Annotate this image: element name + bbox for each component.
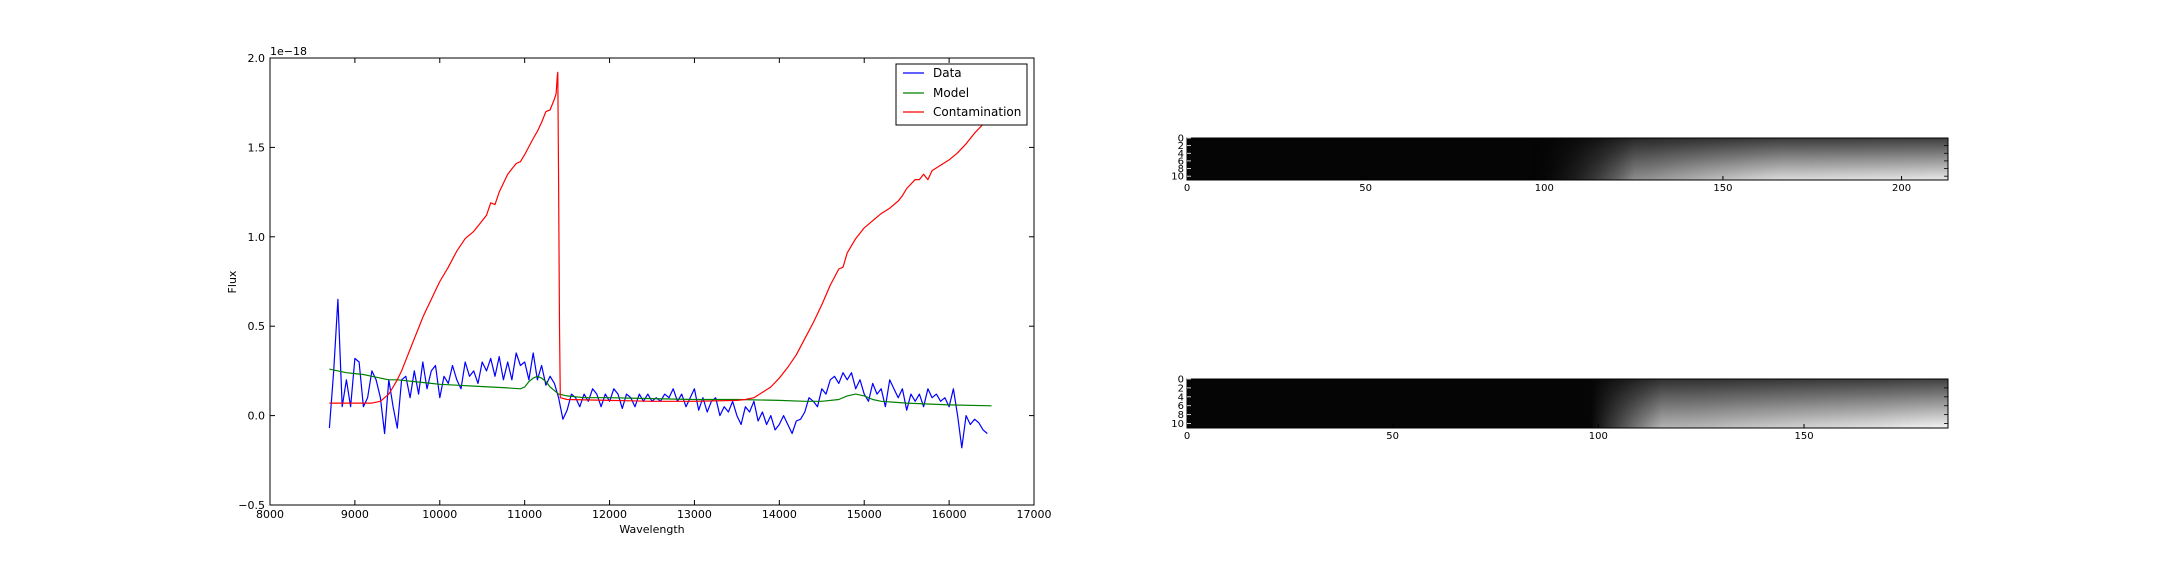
image-bottom-glow <box>1590 379 1948 428</box>
x-tick-label: 0 <box>1184 183 1190 194</box>
y-tick-label: 8 <box>1178 164 1184 175</box>
y-tick-label: 0.0 <box>248 410 266 423</box>
y-tick-label: 8 <box>1178 410 1184 421</box>
y-tick-label: 10 <box>1171 419 1184 430</box>
y-tick-label: 4 <box>1178 149 1184 160</box>
y-tick-label: 2 <box>1178 141 1184 152</box>
x-tick-label: 17000 <box>1017 508 1052 521</box>
y-offset-text: 1e−18 <box>270 45 307 58</box>
y-tick-label: 0.5 <box>248 320 266 333</box>
legend-label-data: Data <box>933 66 962 80</box>
legend-label-model: Model <box>933 86 969 100</box>
legend-box <box>895 63 1028 126</box>
y-tick-label: 6 <box>1178 401 1184 412</box>
y-tick-label: −0.5 <box>238 499 265 512</box>
series-line-model <box>329 368 992 407</box>
x-tick-label: 9000 <box>341 508 369 521</box>
x-tick-label: 200 <box>1892 183 1911 194</box>
x-tick-label: 13000 <box>677 508 712 521</box>
x-tick-label: 0 <box>1184 431 1190 442</box>
image-top-frame <box>1186 137 1949 181</box>
x-tick-label: 11000 <box>507 508 542 521</box>
series-line-data <box>328 298 988 449</box>
x-tick-label: 8000 <box>256 508 284 521</box>
legend: Data Model Contamination <box>895 63 1028 126</box>
x-tick-label: 14000 <box>762 508 797 521</box>
x-tick-label: 10000 <box>422 508 457 521</box>
x-tick-label: 16000 <box>932 508 967 521</box>
y-tick-label: 2 <box>1178 383 1184 394</box>
y-tick-label: 4 <box>1178 392 1184 403</box>
image-bottom-frame <box>1186 378 1949 429</box>
legend-label-contamination: Contamination <box>933 105 1021 119</box>
series-line-contamination <box>329 71 1001 404</box>
x-tick-label: 100 <box>1589 431 1608 442</box>
x-tick-label: 50 <box>1359 183 1372 194</box>
x-tick-label: 100 <box>1535 183 1554 194</box>
x-axis-label: Wavelength <box>619 523 684 536</box>
y-tick-label: 1.0 <box>248 231 266 244</box>
x-tick-label: 15000 <box>847 508 882 521</box>
x-tick-label: 12000 <box>592 508 627 521</box>
spectrum-ticks: 8000 9000 10000 11000 12000 13000 14000 15000 16… <box>238 52 1051 521</box>
x-tick-label: 150 <box>1713 183 1732 194</box>
y-tick-label: 10 <box>1171 172 1184 183</box>
y-tick-label: 0 <box>1178 375 1184 386</box>
y-tick-label: 0 <box>1178 134 1184 145</box>
spectrum-plot: 1e−18 8000 9000 10000 11000 12000 13000 14000 1… <box>226 45 1052 536</box>
plot-frame <box>269 57 1035 506</box>
image-top-glow <box>1530 138 1948 180</box>
spectrum-series <box>328 71 1001 449</box>
y-tick-label: 1.5 <box>248 141 266 154</box>
x-tick-label: 150 <box>1794 431 1813 442</box>
y-tick-label: 2.0 <box>248 52 266 65</box>
y-axis-label: Flux <box>226 270 239 293</box>
y-tick-label: 6 <box>1178 156 1184 167</box>
x-tick-label: 50 <box>1386 431 1399 442</box>
